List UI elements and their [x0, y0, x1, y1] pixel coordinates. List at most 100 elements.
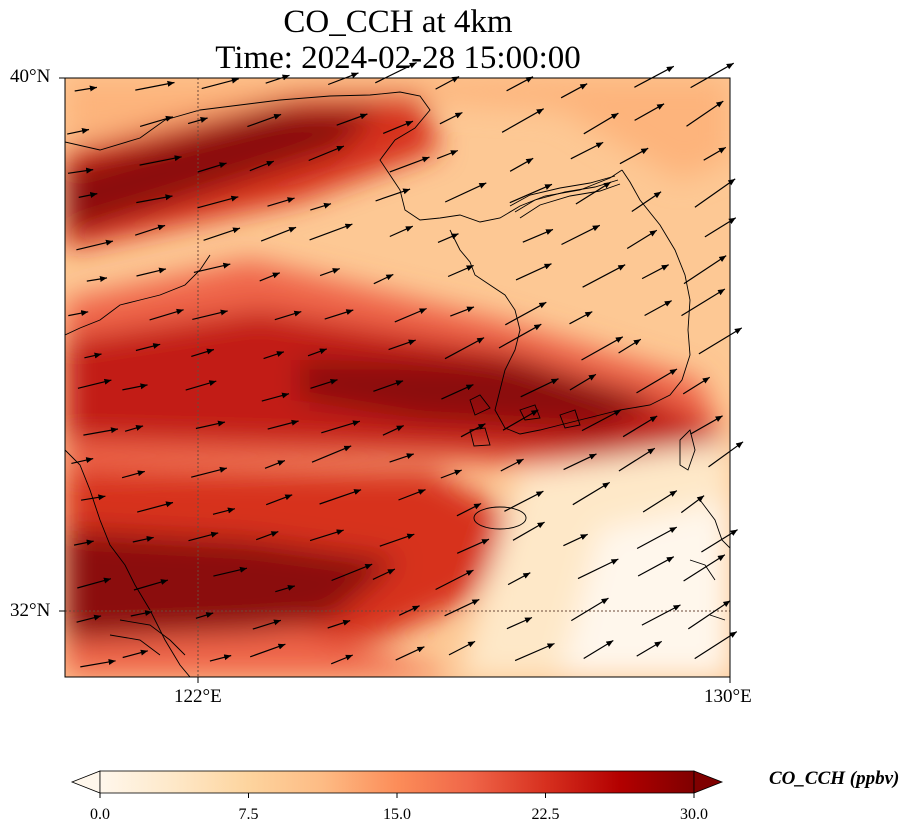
wind-arrow	[436, 149, 459, 160]
map-title-line1: CO_CCH at 4km	[283, 4, 513, 40]
wind-arrow	[636, 640, 663, 657]
wind-arrow	[187, 117, 208, 125]
wind-arrow	[634, 65, 675, 88]
wind-arrow	[631, 191, 662, 212]
wind-arrow	[308, 145, 345, 162]
wind-arrow	[636, 526, 678, 550]
wind-arrow	[319, 489, 362, 505]
wind-arrow	[583, 112, 619, 135]
ulleung-islands	[679, 429, 696, 471]
wind-arrow	[67, 167, 94, 174]
wind-arrow	[84, 352, 102, 359]
jeju-island	[473, 506, 527, 530]
wind-arrow	[642, 490, 678, 513]
coastline-estuary	[109, 619, 186, 656]
wind-arrow	[195, 612, 214, 619]
wind-arrow	[121, 470, 145, 479]
wind-arrow	[139, 115, 173, 127]
wind-arrow	[636, 368, 678, 394]
wind-arrow	[74, 85, 97, 92]
wind-arrow	[249, 643, 286, 658]
wind-arrow	[522, 228, 554, 243]
wind-arrow	[212, 507, 236, 515]
wind-arrow	[502, 409, 539, 431]
wind-arrow	[619, 147, 649, 165]
wind-arrow	[389, 225, 414, 238]
lon-label-130e: 130°E	[704, 686, 752, 707]
wind-arrow	[644, 300, 672, 317]
wind-arrow	[275, 585, 296, 593]
wind-arrow	[569, 311, 593, 325]
wind-arrow	[375, 188, 411, 202]
coastlines	[65, 91, 730, 677]
wind-arrow	[185, 380, 217, 391]
coastline-korea	[449, 169, 691, 435]
wind-arrow	[569, 373, 597, 391]
coastline-west	[65, 254, 211, 336]
wind-arrow	[577, 558, 619, 580]
wind-arrow	[213, 566, 248, 577]
wind-arrow	[252, 619, 282, 630]
wind-arrow	[683, 554, 726, 582]
wind-arrow	[136, 194, 173, 204]
wind-arrow	[193, 262, 231, 273]
wind-arrow	[444, 598, 480, 617]
wind-arrow	[626, 229, 658, 250]
wind-arrow	[274, 310, 302, 321]
wind-arrow	[135, 224, 166, 236]
wind-arrow	[86, 276, 108, 282]
colorbar-tick-1: 7.5	[238, 806, 259, 823]
wind-arrow	[444, 182, 487, 203]
lat-label-40n: 40°N	[10, 66, 51, 87]
wind-arrow	[311, 445, 352, 463]
coastline-north	[65, 91, 623, 223]
coastline-japan	[689, 499, 730, 621]
wind-arrow	[505, 301, 547, 326]
wind-arrow	[398, 489, 426, 501]
wind-arrow	[330, 654, 354, 665]
wind-arrow	[634, 103, 665, 121]
wind-arrow	[686, 100, 724, 127]
wind-arrow	[309, 529, 344, 542]
wind-arrow	[149, 308, 184, 321]
wind-arrow	[514, 642, 555, 662]
wind-arrow	[135, 80, 175, 91]
wind-arrow	[570, 141, 604, 160]
wind-arrow	[456, 502, 482, 517]
wind-arrow	[327, 619, 351, 629]
wind-arrow	[563, 453, 597, 471]
wind-arrow	[192, 309, 228, 320]
wind-arrow	[77, 577, 112, 589]
map-frame	[64, 77, 731, 678]
wind-arrow	[637, 556, 675, 577]
wind-arrow	[81, 494, 106, 501]
wind-arrow	[389, 156, 430, 173]
wind-arrow	[435, 75, 460, 90]
wind-arrow	[456, 538, 490, 554]
wind-arrow	[255, 531, 279, 541]
wind-arrow	[324, 309, 354, 320]
wind-arrow	[447, 264, 474, 278]
wind-arrow	[327, 72, 359, 86]
wind-arrow	[263, 351, 285, 360]
coastline-china-south	[65, 449, 191, 677]
concentration-field	[65, 78, 730, 677]
wind-arrow	[439, 111, 463, 125]
wind-arrow	[67, 128, 90, 135]
wind-arrow	[398, 605, 420, 616]
wind-arrow	[683, 255, 727, 285]
wind-arrow	[388, 339, 416, 351]
wind-arrow	[309, 223, 353, 241]
colorbar-extend-max	[693, 770, 724, 794]
wind-arrow	[681, 288, 726, 317]
wind-arrow	[641, 264, 669, 280]
wind-arrow	[319, 268, 340, 277]
gridlines	[65, 78, 730, 677]
wind-arrow	[310, 202, 332, 211]
wind-arrow	[441, 384, 474, 400]
wind-arrow	[267, 419, 299, 430]
wind-arrow	[136, 267, 167, 277]
wind-arrow	[500, 458, 524, 472]
wind-arrow	[264, 460, 286, 469]
